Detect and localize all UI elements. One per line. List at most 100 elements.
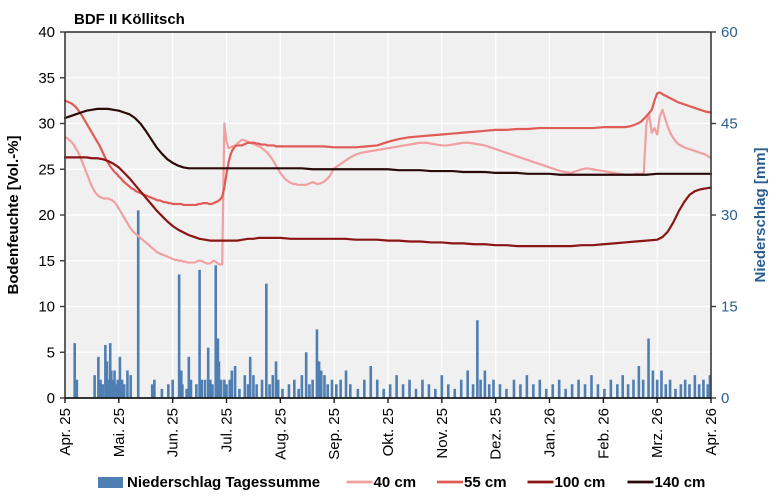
precipitation-bar — [609, 379, 613, 398]
precipitation-bar — [233, 365, 237, 398]
legend-swatch-bar — [98, 477, 123, 488]
precipitation-bar — [297, 388, 300, 398]
precipitation-bar — [356, 388, 360, 398]
y-axis-ticks: 0 5 10 15 20 25 30 35 40 — [38, 24, 65, 407]
precipitation-bar — [274, 361, 278, 398]
legend-label: Niederschlag Tagessumme — [127, 474, 320, 491]
x-tick-label: Jul. 25 — [219, 408, 236, 452]
precipitation-bar — [453, 388, 457, 398]
x-tick-label: Mai. 25 — [111, 408, 128, 457]
precipitation-bar — [304, 352, 308, 398]
precipitation-bar — [111, 379, 114, 398]
precipitation-bar — [375, 379, 379, 398]
precipitation-bar — [487, 384, 491, 398]
precipitation-bar — [101, 384, 104, 398]
y2-tick-label: 60 — [721, 24, 738, 41]
precipitation-bar — [446, 384, 450, 398]
y-tick-label: 25 — [38, 161, 55, 178]
precipitation-bar — [668, 379, 672, 398]
y2-tick-label: 45 — [721, 116, 738, 133]
precipitation-bar — [492, 379, 495, 398]
precipitation-bar — [532, 384, 535, 398]
precipitation-bar — [706, 384, 710, 398]
legend-item: Niederschlag Tagessumme — [98, 474, 320, 491]
precipitation-bar — [616, 384, 619, 398]
y-tick-label: 20 — [38, 207, 55, 224]
precipitation-bar — [583, 384, 587, 398]
precipitation-bar — [271, 375, 275, 399]
precipitation-bar — [276, 379, 280, 398]
precipitation-bar — [214, 265, 218, 398]
precipitation-bar — [73, 343, 76, 398]
precipitation-bar — [697, 384, 701, 398]
precipitation-bar — [440, 375, 444, 399]
precipitation-bar — [153, 379, 156, 398]
precipitation-bar — [206, 347, 210, 398]
precipitation-bar — [603, 388, 606, 398]
precipitation-bar — [674, 388, 677, 398]
precipitation-bar — [651, 370, 655, 398]
y-tick-label: 35 — [38, 70, 55, 87]
legend-item: 100 cm — [527, 474, 605, 491]
precipitation-bar — [167, 384, 170, 398]
precipitation-bar — [122, 384, 126, 398]
precipitation-bar — [136, 210, 140, 398]
precipitation-bar — [171, 379, 174, 398]
precipitation-bars — [73, 210, 712, 399]
precipitation-bar — [189, 379, 193, 398]
precipitation-bar — [525, 375, 529, 399]
legend-label: 55 cm — [464, 474, 507, 491]
precipitation-bar — [344, 370, 348, 398]
y2-axis-ticks: 0 15 30 45 60 — [711, 24, 738, 407]
precipitation-bar — [693, 375, 697, 399]
precipitation-bar — [471, 384, 475, 398]
precipitation-bar — [97, 356, 100, 398]
legend-item: 40 cm — [346, 474, 416, 491]
y-tick-label: 5 — [47, 344, 55, 361]
precipitation-bar — [93, 375, 96, 399]
precipitation-bar — [104, 344, 107, 398]
precipitation-bar — [647, 338, 650, 398]
precipitation-bar — [75, 379, 79, 398]
precipitation-bar — [664, 384, 668, 398]
precipitation-bar — [708, 375, 712, 399]
precipitation-bar — [679, 384, 683, 398]
precipitation-bar — [551, 384, 555, 398]
precipitation-bar — [519, 384, 522, 398]
precipitation-bar — [203, 379, 207, 398]
precipitation-bar — [129, 375, 132, 399]
soil-moisture-lines — [63, 91, 713, 266]
precipitation-bar — [114, 384, 118, 398]
precipitation-bar — [319, 370, 323, 398]
precipitation-bar — [120, 379, 124, 398]
precipitation-bar — [459, 379, 463, 398]
x-tick-label: Apr. 25 — [57, 408, 74, 456]
precipitation-bar — [655, 379, 659, 398]
precipitation-bar — [177, 274, 181, 398]
precipitation-bar — [538, 379, 542, 398]
precipitation-bar — [498, 384, 502, 398]
precipitation-bar — [281, 388, 284, 398]
precipitation-bar — [483, 370, 487, 398]
x-tick-label: Mrz. 26 — [649, 408, 666, 458]
precipitation-bar — [421, 379, 424, 398]
y2-tick-label: 0 — [721, 390, 729, 407]
precipitation-bar — [238, 388, 241, 398]
precipitation-bar — [315, 329, 319, 399]
precipitation-bar — [200, 379, 204, 398]
legend-item: 55 cm — [437, 474, 507, 491]
precipitation-bar — [395, 375, 398, 399]
precipitation-bar — [293, 379, 296, 398]
x-tick-label: Jan. 26 — [542, 408, 559, 457]
precipitation-bar — [702, 379, 705, 398]
precipitation-bar — [99, 379, 102, 398]
y2-axis-title: Niederschlag [mm] — [752, 147, 769, 282]
precipitation-bar — [219, 379, 223, 398]
series-line-55-cm — [63, 91, 713, 207]
series-line-100-cm — [63, 156, 713, 248]
precipitation-bar — [388, 384, 392, 398]
y2-tick-label: 15 — [721, 299, 738, 316]
precipitation-bar — [311, 379, 314, 398]
